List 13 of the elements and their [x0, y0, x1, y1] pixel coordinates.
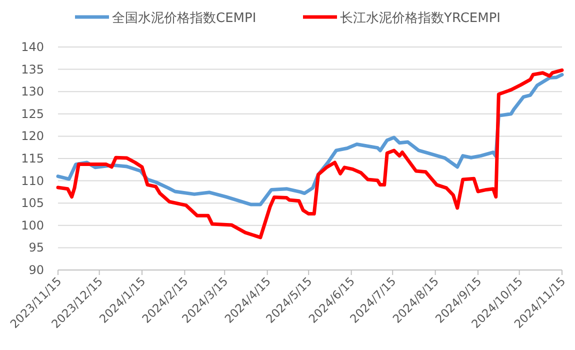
y-tick-label: 110	[21, 174, 44, 188]
y-tick-label: 100	[21, 218, 44, 232]
y-tick-label: 90	[28, 263, 44, 277]
legend-label: 长江水泥价格指数YRCEMPI	[340, 11, 501, 26]
y-tick-label: 130	[21, 84, 44, 99]
y-tick-label: 115	[21, 152, 44, 166]
y-tick-label: 135	[21, 62, 44, 76]
y-tick-label: 125	[21, 106, 44, 121]
y-tick-label: 140	[21, 40, 44, 54]
y-tick-label: 105	[21, 196, 44, 210]
legend-label: 全国水泥价格指数CEMPI	[112, 11, 256, 26]
y-tick-label: 95	[28, 240, 44, 255]
y-tick-label: 120	[21, 129, 44, 144]
